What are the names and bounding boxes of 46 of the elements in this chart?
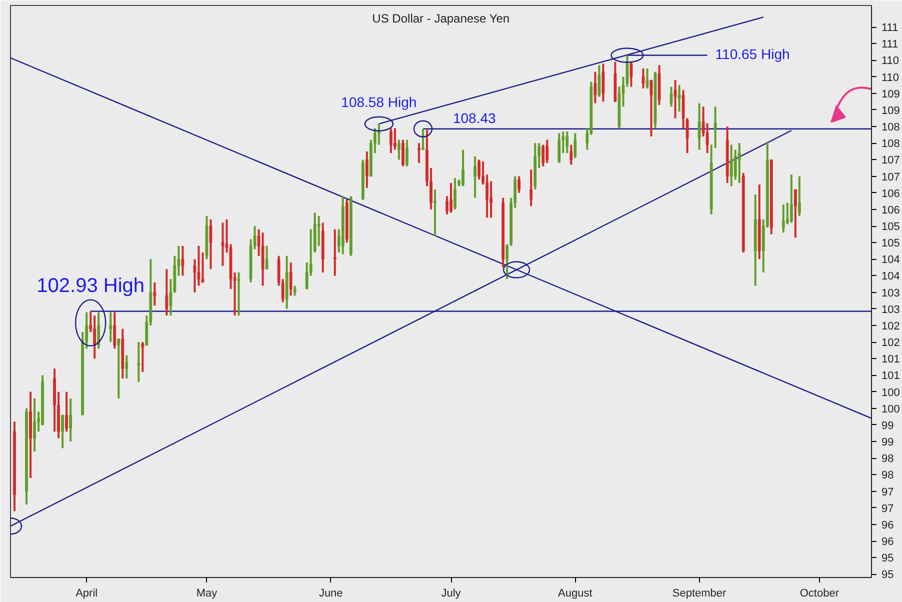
y-tick-label: 111 bbox=[882, 38, 898, 51]
x-tick-label: July bbox=[441, 588, 462, 600]
annotation: 110.65 High bbox=[715, 46, 790, 62]
y-tick-label: 102 bbox=[882, 320, 900, 332]
x-tick-label: May bbox=[196, 588, 218, 600]
y-tick-label: 111 bbox=[882, 22, 898, 34]
y-tick-label: 105 bbox=[882, 221, 900, 234]
y-tick-label: 110 bbox=[882, 55, 900, 68]
y-tick-label: 107 bbox=[882, 171, 900, 184]
y-tick-label: 104 bbox=[882, 270, 900, 283]
annotation: 108.58 High bbox=[341, 94, 417, 110]
y-tick-label: 103 bbox=[882, 287, 900, 300]
annotation: 102.93 High bbox=[36, 275, 145, 298]
y-tick-label: 104 bbox=[882, 254, 900, 266]
x-tick-label: April bbox=[76, 588, 98, 600]
y-tick-label: 105 bbox=[882, 238, 900, 250]
y-tick-label: 102 bbox=[882, 337, 900, 350]
y-tick-label: 109 bbox=[882, 88, 900, 100]
y-tick-label: 100 bbox=[882, 386, 900, 399]
y-tick-label: 109 bbox=[882, 104, 900, 117]
y-tick-label: 106 bbox=[882, 188, 900, 200]
y-tick-label: 108 bbox=[882, 138, 900, 150]
y-tick-label: 101 bbox=[882, 354, 900, 366]
x-tick-label: June bbox=[318, 588, 343, 600]
y-tick-label: 99 bbox=[882, 436, 894, 449]
y-tick-label: 95 bbox=[882, 569, 894, 582]
text: US Dollar - Japanese Yen bbox=[372, 12, 510, 26]
x-tick-label: October bbox=[800, 588, 840, 600]
x-tick-label: September bbox=[672, 588, 727, 600]
y-tick-label: 96 bbox=[882, 536, 894, 548]
y-tick-label: 110 bbox=[882, 72, 900, 84]
y-tick-label: 95 bbox=[882, 552, 894, 565]
y-tick-label: 96 bbox=[882, 519, 894, 532]
y-tick-label: 99 bbox=[882, 420, 894, 432]
y-tick-label: 107 bbox=[882, 154, 900, 167]
annotation: 108.43 bbox=[452, 110, 496, 126]
y-tick-label: 106 bbox=[882, 204, 900, 216]
x-tick-label: August bbox=[558, 588, 592, 600]
y-tick-label: 108 bbox=[882, 122, 900, 134]
y-tick-label: 103 bbox=[882, 304, 900, 316]
y-tick-label: 98 bbox=[882, 470, 894, 482]
y-tick-label: 98 bbox=[882, 453, 894, 466]
y-tick-label: 100 bbox=[882, 403, 900, 416]
y-tick-label: 97 bbox=[882, 502, 894, 515]
y-tick-label: 97 bbox=[882, 486, 894, 498]
y-tick-label: 101 bbox=[882, 370, 900, 382]
